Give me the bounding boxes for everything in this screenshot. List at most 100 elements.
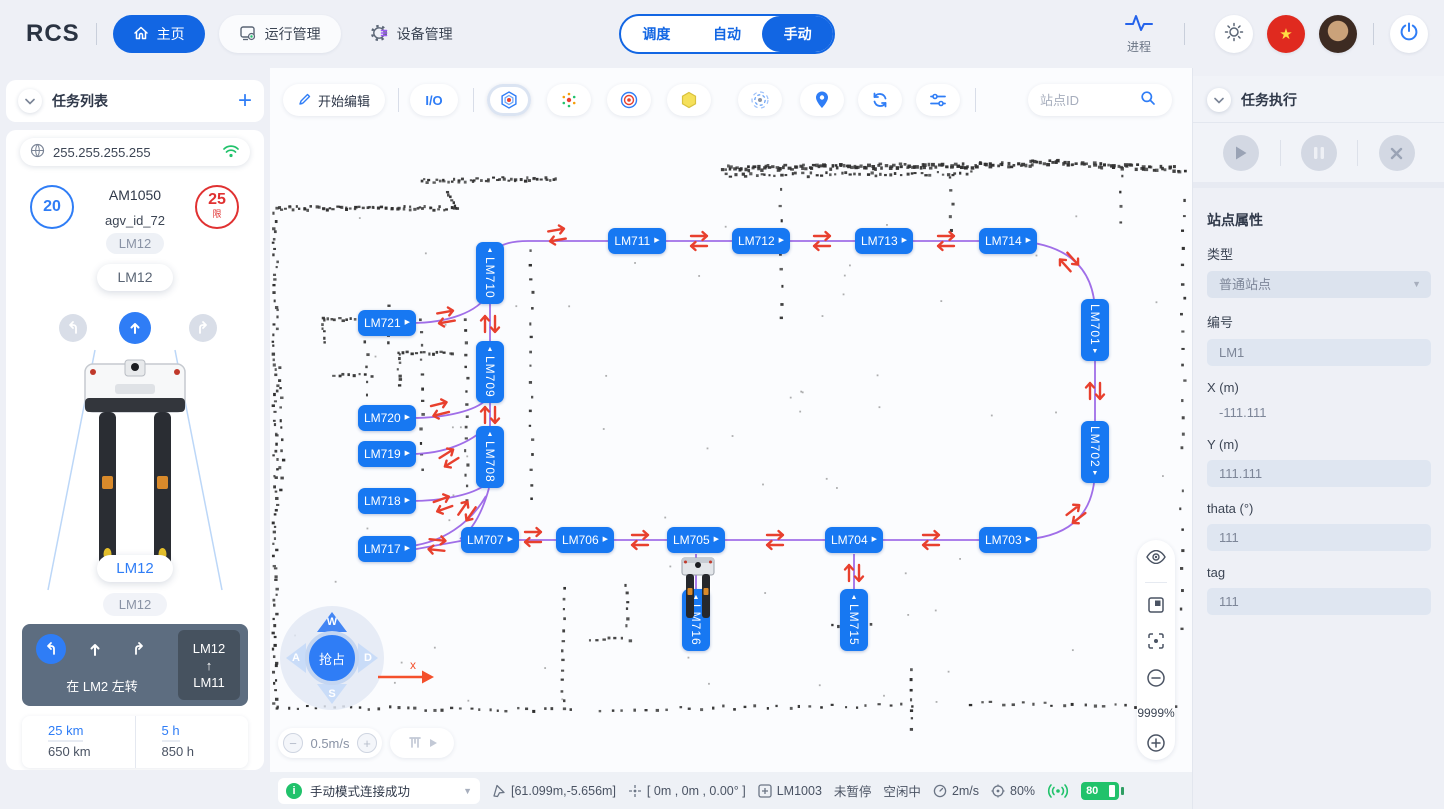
locate-button[interactable] [800,84,844,116]
collapse-chevron-icon[interactable] [18,89,42,113]
map-station-lm704[interactable]: LM704 ▶ [825,527,883,553]
x-axis-label: x [410,658,416,672]
fork-action-button[interactable] [390,728,454,758]
play-small-icon [429,739,437,747]
filter-settings-button[interactable] [916,84,960,116]
agv-ip-field[interactable]: 255.255.255.255 [20,138,250,166]
speed-increase-button[interactable]: + [356,733,377,753]
zoom-out-button[interactable] [1146,668,1166,693]
task-execution-title: 任务执行 [1241,92,1297,108]
process-button[interactable]: 进程 [1124,13,1154,55]
map-station-lm721[interactable]: LM721 ▶ [358,310,416,336]
layer-rings-button[interactable] [607,84,651,116]
divider [1357,140,1359,166]
code-input[interactable]: LM1 [1207,339,1431,366]
zoom-in-button[interactable] [1146,733,1166,758]
map-station-lm708[interactable]: ▲ LM708 [476,426,504,488]
maneuver-text: 在 LM2 左转 [66,679,138,694]
map-station-lm714[interactable]: LM714 ▶ [979,228,1037,254]
agv-id: agv_id_72 [105,213,165,228]
divider [1373,23,1374,45]
x-axis-indicator: x [378,658,434,684]
speed-limit-badge: 25 限 [195,185,239,229]
top-bar: RCS 主页 运行管理 设备管理 调度 自动 手动 进程 ★ [0,0,1444,68]
map-station-lm712[interactable]: LM712 ▶ [732,228,790,254]
gauge-icon [933,784,947,797]
joystick-right-key[interactable]: D [358,643,378,673]
agv-card: 255.255.255.255 20 AM1050 agv_id_72 25 限 … [6,130,264,770]
theta-input[interactable]: 111 [1207,524,1431,551]
divider [398,88,399,112]
power-button[interactable] [1390,15,1428,53]
map-station-lm717[interactable]: LM717 ▶ [358,536,416,562]
io-label: I/O [425,92,443,108]
stations-layer: ▲ LM710 ▲ LM709 ▲ LM708 LM711 ▶ LM712 ▶ LM713 ▶ LM71… [270,68,1192,772]
map-station-lm706[interactable]: LM706 ▶ [556,527,614,553]
cancel-task-button[interactable] [1378,135,1415,171]
add-task-button[interactable]: + [237,87,252,114]
map-station-lm715[interactable]: ▲ LM715 [840,589,868,651]
speed-decrease-button[interactable]: − [283,733,303,753]
task-state: 空闲中 [883,785,921,799]
seize-control-button[interactable]: 抢占 [305,631,359,685]
turn-left-button[interactable] [59,314,87,342]
language-flag-button[interactable]: ★ [1267,15,1305,53]
map-station-lm713[interactable]: LM713 ▶ [855,228,913,254]
tag-input[interactable]: 111 [1207,588,1431,615]
map-station-lm701[interactable]: LM701 ▼ [1081,299,1109,361]
monitor-gear-icon [239,24,257,45]
pause-task-button[interactable] [1300,135,1337,171]
nav-home[interactable]: 主页 [112,15,205,53]
layer-stations-button[interactable] [487,84,531,116]
map-station-lm718[interactable]: LM718 ▶ [358,488,416,514]
nav-devices[interactable]: 设备管理 [351,15,473,53]
mode-dispatch[interactable]: 调度 [642,26,671,42]
user-avatar[interactable] [1319,15,1357,53]
layer-points-button[interactable] [547,84,591,116]
current-speed-badge: 20 [30,185,74,229]
agv-ip-value: 255.255.255.255 [53,144,151,160]
station-badge: LM12 [97,264,173,291]
turn-right-button[interactable] [189,314,217,342]
map-station-lm709[interactable]: ▲ LM709 [476,341,504,403]
station-search-input[interactable] [1040,92,1132,108]
center-focus-button[interactable] [1147,632,1165,655]
theme-brightness-button[interactable] [1215,15,1253,53]
map-station-lm719[interactable]: LM719 ▶ [358,441,416,467]
yellow-hexagon-icon [681,91,697,109]
y-input[interactable]: 111.111 [1207,460,1431,487]
layer-zones-button[interactable] [667,84,711,116]
map-station-lm702[interactable]: LM702 ▼ [1081,421,1109,483]
joystick-up-key[interactable]: W [317,612,347,632]
io-button[interactable]: I/O [410,84,458,116]
total-distance: 650 km [48,744,91,759]
refresh-button[interactable] [858,84,902,116]
map-station-lm705[interactable]: LM705 ▶ [667,527,725,553]
go-straight-button[interactable] [119,312,151,344]
divider [1184,23,1185,45]
type-select[interactable]: 普通站点 ▼ [1207,271,1431,298]
map-station-lm703[interactable]: LM703 ▶ [979,527,1037,553]
nav-operations[interactable]: 运行管理 [218,15,341,53]
map-station-lm707[interactable]: LM707 ▶ [461,527,519,553]
start-edit-button[interactable]: 开始编辑 [283,84,385,116]
battery-indicator: 80 [1081,781,1125,800]
joystick-left-key[interactable]: A [286,643,306,673]
cursor-icon [493,784,505,797]
mode-auto[interactable]: 自动 [713,26,741,42]
map-station-lm711[interactable]: LM711 ▶ [608,228,666,254]
joystick-down-key[interactable]: S [317,684,347,704]
play-task-button[interactable] [1223,135,1260,171]
localization-quality: 80% [991,784,1035,798]
map-station-lm720[interactable]: LM720 ▶ [358,405,416,431]
relocate-button[interactable] [738,84,782,116]
collapse-chevron-icon[interactable] [1207,88,1231,112]
map-station-lm710[interactable]: ▲ LM710 [476,242,504,304]
minimap-button[interactable] [1147,596,1165,619]
mode-manual[interactable]: 手动 [762,16,834,52]
search-icon[interactable] [1140,90,1156,111]
status-message-select[interactable]: i 手动模式连接成功 ▼ [278,777,480,804]
map-area[interactable]: ▲ LM710 ▲ LM709 ▲ LM708 LM711 ▶ LM712 ▶ LM713 ▶ LM71… [270,68,1192,809]
visibility-button[interactable] [1146,549,1166,569]
task-execution-panel: 任务执行 [1193,76,1444,188]
